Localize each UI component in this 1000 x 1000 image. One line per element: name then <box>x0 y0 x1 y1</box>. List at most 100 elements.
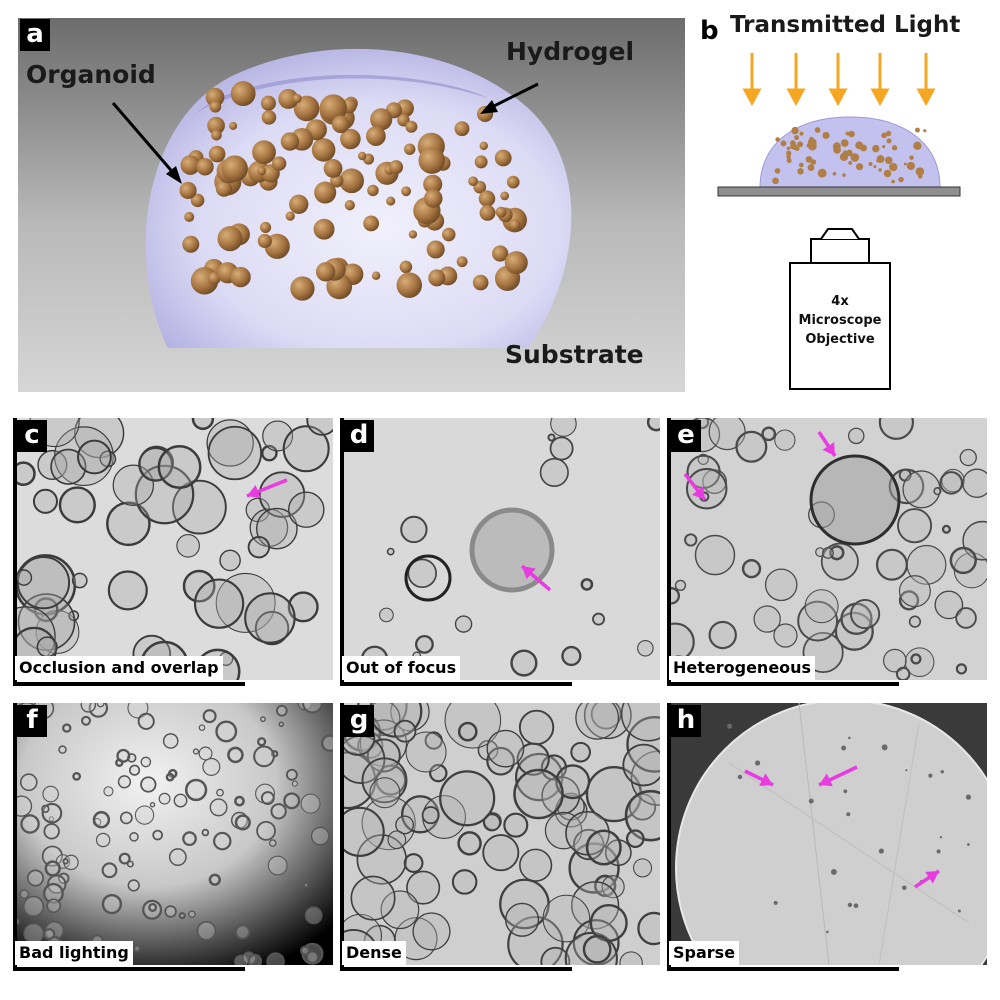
organoid-sphere <box>209 100 222 113</box>
organoid-ring <box>637 639 654 657</box>
organoid-dot <box>876 159 880 163</box>
organoid-dot <box>847 902 853 908</box>
objective-label: 4x Microscope Objective <box>790 292 890 349</box>
organoid-ring <box>619 951 643 965</box>
organoid-ring <box>117 775 132 789</box>
organoid-ring <box>540 946 571 965</box>
organoid-ring <box>207 425 263 481</box>
organoid-dot <box>940 770 944 774</box>
caption-h: Sparse <box>669 941 740 965</box>
organoid-dot <box>855 163 864 171</box>
organoid-dot <box>786 150 792 156</box>
organoid-ring <box>939 471 964 495</box>
caption-d: Out of focus <box>342 656 461 680</box>
organoid-ring <box>585 829 622 866</box>
organoid-sphere <box>292 93 302 104</box>
organoid-ring <box>41 804 50 814</box>
organoid-ring <box>764 568 798 602</box>
organoid-dot <box>843 789 848 794</box>
organoid-ring <box>306 951 319 963</box>
substrate-bar <box>717 186 961 197</box>
organoid-ring <box>188 910 196 919</box>
organoid-sphere <box>196 158 214 176</box>
microscope-objective <box>789 228 891 390</box>
organoid-ring <box>482 834 520 872</box>
organoid-sphere <box>371 271 381 280</box>
organoid-dot <box>841 745 847 751</box>
organoid-sphere <box>285 211 295 221</box>
organoid-sphere <box>257 166 266 176</box>
marker-arrow-head <box>759 773 773 786</box>
organoid-dot <box>830 869 837 875</box>
organoid-ring <box>255 507 298 550</box>
organoid-sphere <box>311 138 336 162</box>
organoid-sphere <box>494 149 512 167</box>
organoid-dot <box>727 723 733 729</box>
organoid-dot <box>878 848 884 854</box>
organoid-ring <box>95 832 111 848</box>
organoid-dot <box>886 138 892 144</box>
organoid-ring <box>625 829 645 849</box>
organoid-ring <box>260 791 275 805</box>
organoid-ring <box>46 898 61 914</box>
organoid-ring <box>103 786 114 797</box>
organoid-ring <box>386 547 395 556</box>
organoid-sphere <box>367 184 379 197</box>
panel-letter-d: d <box>344 420 374 452</box>
organoid-ring <box>624 789 660 842</box>
organoid-ring <box>519 848 553 882</box>
organoid-ring <box>451 869 478 895</box>
tile-g-image <box>342 703 660 965</box>
organoid-ring <box>482 813 501 832</box>
organoid-ring <box>247 535 271 559</box>
organoid-sphere <box>217 226 243 252</box>
organoid-ring <box>518 709 555 746</box>
organoid-dot <box>848 130 855 138</box>
organoid-ring <box>934 590 964 620</box>
organoid-sphere <box>468 176 478 187</box>
panel-letter-e: e <box>671 420 701 452</box>
organoid-sphere <box>261 110 277 125</box>
organoid-sphere <box>211 129 222 141</box>
organoid-ring <box>257 737 267 747</box>
organoid-ring <box>774 429 796 451</box>
organoid-ring <box>157 445 202 489</box>
organoid-ring <box>196 920 217 941</box>
organoid-sphere <box>370 108 393 131</box>
organoid-dot <box>772 177 779 185</box>
organoid-dot <box>814 127 821 133</box>
organoid-sphere <box>357 151 367 161</box>
organoid-ring <box>829 545 845 561</box>
organoid-ring <box>685 467 728 510</box>
organoid-ring <box>850 598 881 630</box>
organoid-sphere <box>319 94 348 122</box>
organoid-ring <box>201 828 210 837</box>
organoid-ring <box>165 772 175 782</box>
tile-c-image <box>15 418 333 680</box>
organoid-ring <box>202 709 217 724</box>
organoid-dot <box>826 930 829 934</box>
organoid-dot <box>848 160 853 165</box>
organoid-ring <box>669 587 681 605</box>
organoid-ring <box>198 724 206 731</box>
organoid-ring <box>234 814 251 831</box>
organoid-sphere <box>366 126 386 146</box>
organoid-sphere <box>289 194 309 214</box>
label-substrate: Substrate <box>505 340 644 369</box>
organoid-ring <box>15 569 33 586</box>
organoid-sphere <box>257 233 272 249</box>
organoid-sphere <box>293 95 320 122</box>
organoid-ring <box>457 831 482 856</box>
organoid-dot <box>868 161 873 167</box>
organoid-ring <box>429 763 448 783</box>
organoid-sphere <box>399 260 413 274</box>
organoid-ring <box>834 611 874 651</box>
organoid-dot <box>799 131 804 136</box>
organoid-sphere <box>260 95 276 111</box>
organoid-dot <box>853 903 859 909</box>
organoid-ring <box>128 764 141 776</box>
organoid-ring <box>193 578 245 629</box>
organoid-sphere <box>441 227 456 242</box>
organoid-ring <box>424 731 443 750</box>
organoid-ring <box>191 418 215 431</box>
